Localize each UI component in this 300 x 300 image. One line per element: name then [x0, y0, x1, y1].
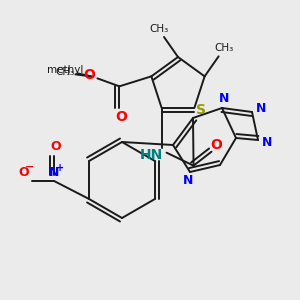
Text: O: O	[19, 167, 29, 179]
Text: methyl: methyl	[67, 74, 72, 75]
Text: methyl: methyl	[47, 65, 84, 75]
Text: +: +	[56, 163, 64, 173]
Text: O: O	[116, 110, 127, 124]
Text: N: N	[219, 92, 229, 106]
Text: N: N	[183, 175, 193, 188]
Text: O: O	[83, 68, 95, 82]
Text: CH₃: CH₃	[149, 24, 169, 34]
Text: −: −	[24, 162, 34, 172]
Text: S: S	[196, 103, 206, 117]
Text: N: N	[256, 101, 266, 115]
Text: N: N	[49, 167, 59, 179]
Text: O: O	[211, 138, 223, 152]
Text: N: N	[262, 136, 272, 148]
Text: CH₃: CH₃	[56, 67, 75, 77]
Text: HN: HN	[140, 148, 163, 162]
Text: CH₃: CH₃	[214, 43, 233, 53]
Text: O: O	[51, 140, 62, 154]
